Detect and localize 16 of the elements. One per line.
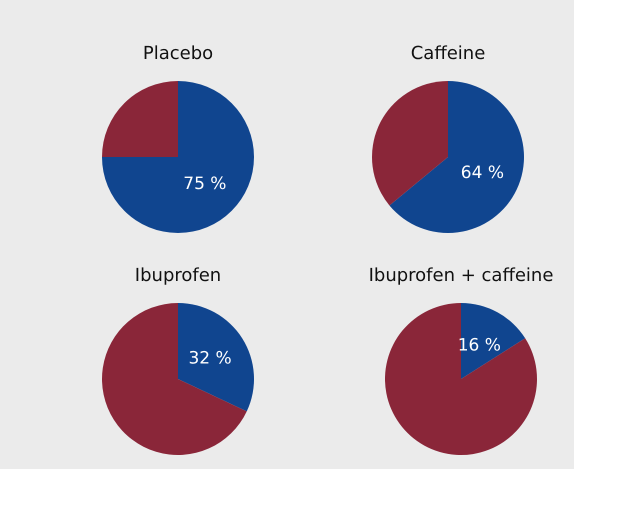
- data-label: 16 %: [458, 336, 501, 356]
- pie-slice: [461, 303, 526, 379]
- pie-slice: [385, 303, 537, 455]
- chart-title: Caffeine: [410, 43, 486, 64]
- pie-slice: [372, 81, 448, 206]
- data-label: 64 %: [460, 163, 504, 184]
- pie-slice: [178, 303, 254, 412]
- chart-title: Ibuprofen + caffeine: [368, 265, 554, 286]
- chart-title: Placebo: [142, 43, 214, 64]
- pie-slice: [102, 303, 247, 455]
- pie-slice: [389, 81, 524, 233]
- pie-slice: [102, 81, 178, 157]
- pie-slice: [102, 81, 254, 233]
- data-label: 75 %: [183, 174, 226, 194]
- data-label: 32 %: [188, 348, 232, 369]
- chart-title: Ibuprofen: [134, 265, 222, 286]
